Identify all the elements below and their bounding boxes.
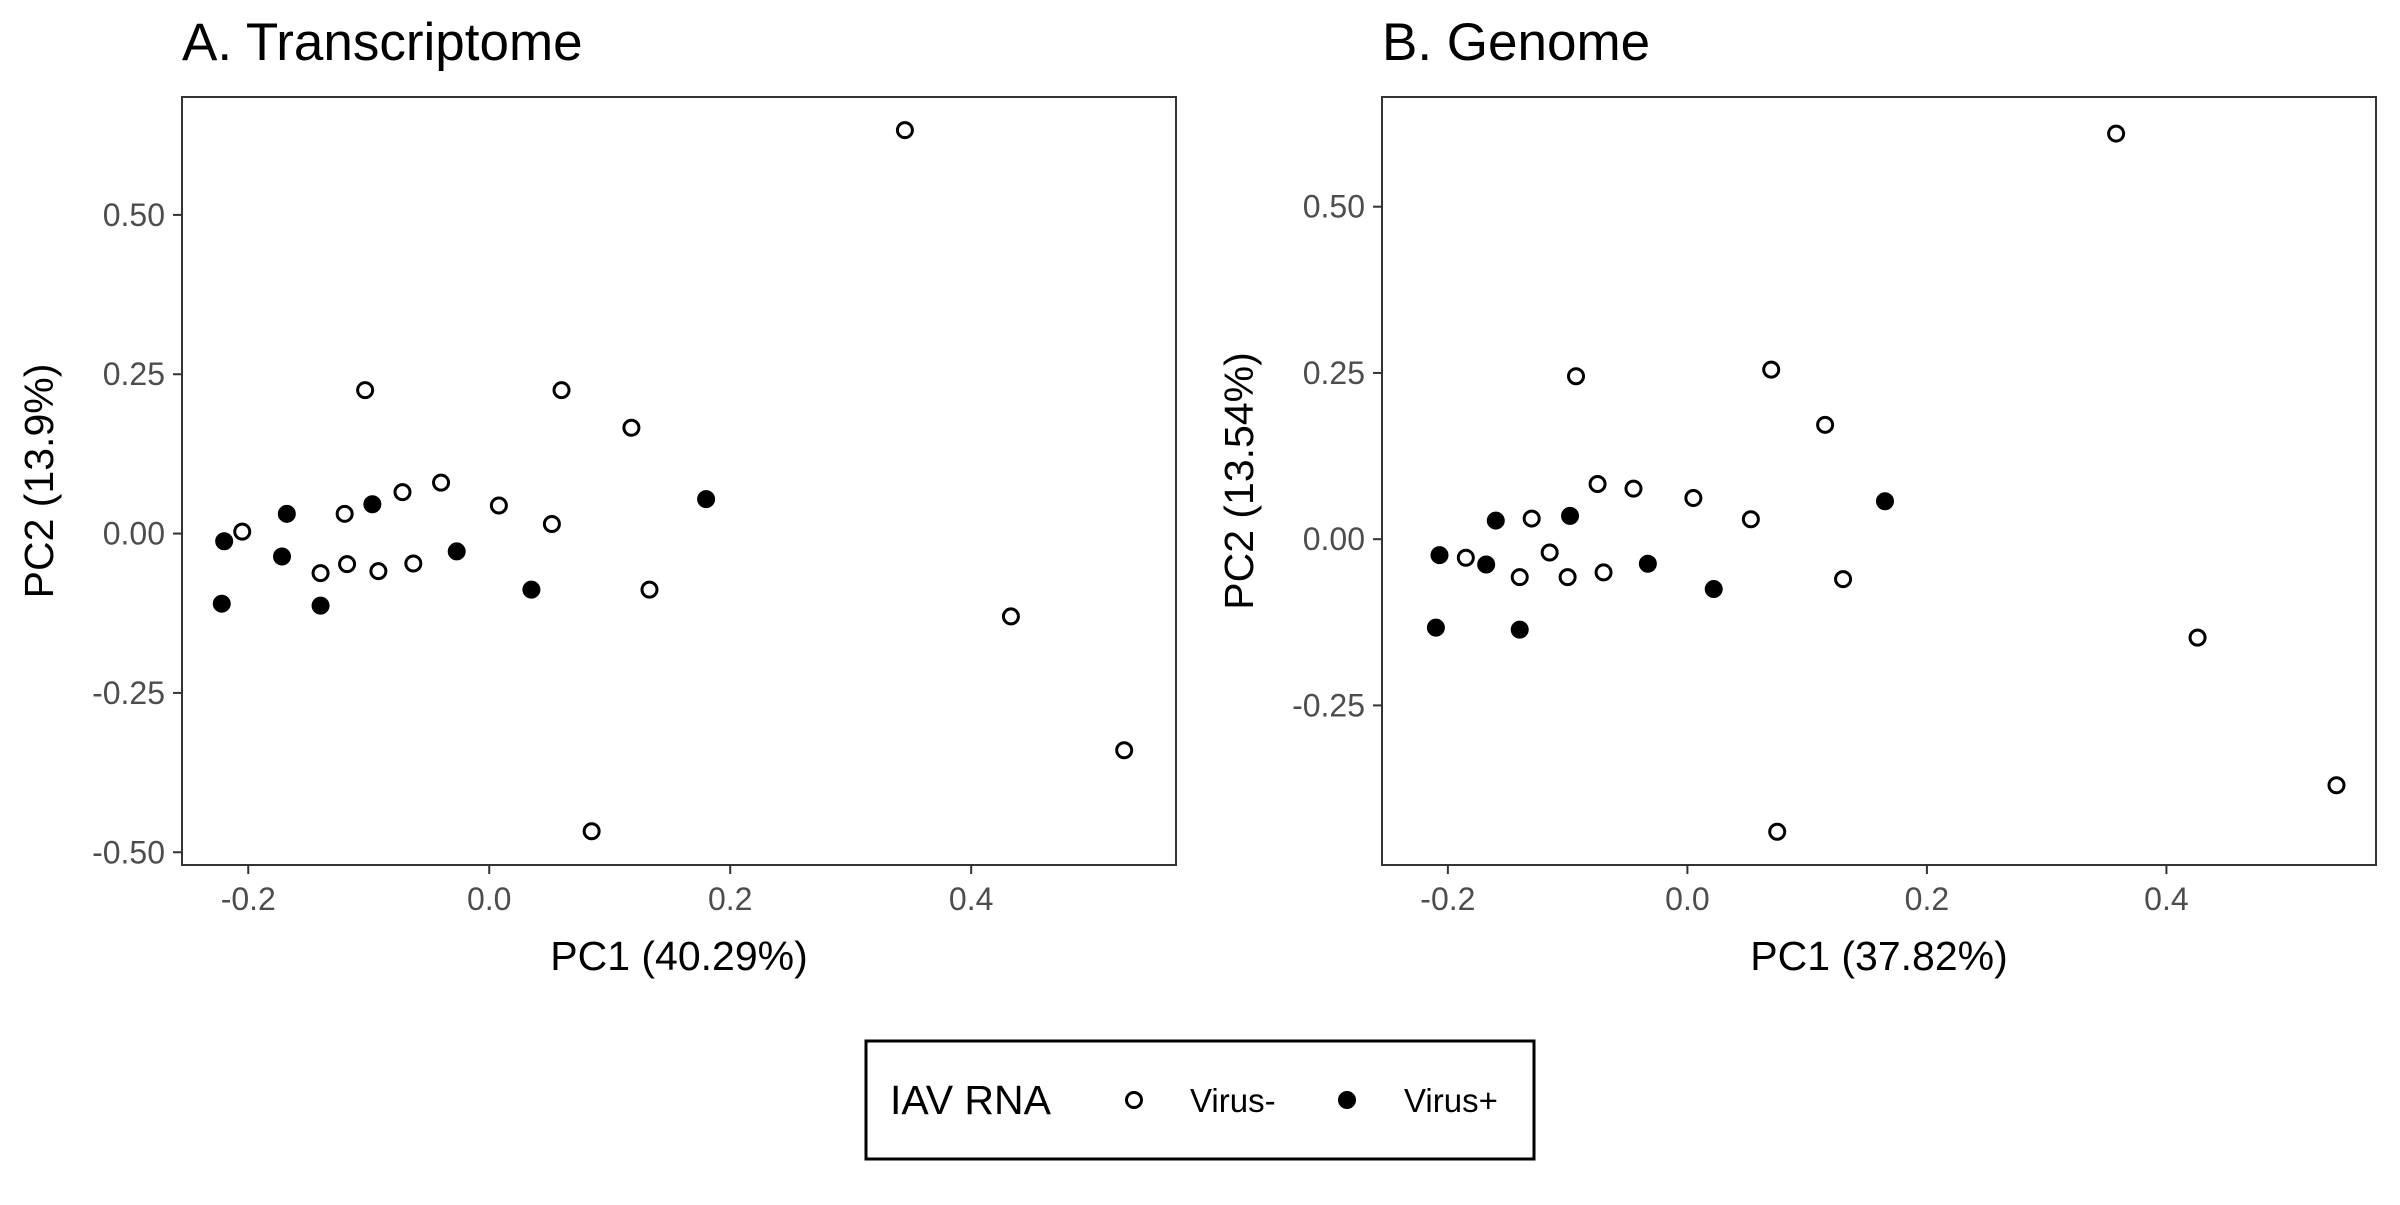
data-point-virus-positive xyxy=(1561,506,1580,525)
y-tick-label: 0.00 xyxy=(103,516,165,552)
x-axis-title: PC1 (40.29%) xyxy=(550,933,808,979)
data-point-virus-negative xyxy=(335,504,354,523)
data-point-virus-positive xyxy=(311,596,330,615)
data-point-virus-positive xyxy=(1477,555,1496,574)
panel-title: A. Transcriptome xyxy=(182,13,583,72)
panel-transcriptome: A. Transcriptome PC1 (40.29%) PC2 (13.9%… xyxy=(16,13,1177,979)
data-point-virus-negative xyxy=(1567,367,1586,386)
data-point-virus-positive xyxy=(1486,511,1505,530)
x-tick-label: -0.2 xyxy=(1420,881,1475,917)
legend-key-virus-positive xyxy=(1338,1091,1356,1109)
data-point-virus-negative xyxy=(432,473,451,492)
x-tick-label: 0.2 xyxy=(1905,881,1949,917)
y-tick-label: 0.25 xyxy=(103,356,165,392)
y-tick-label: 0.50 xyxy=(103,197,165,233)
y-tick-label: -0.25 xyxy=(92,675,165,711)
data-point-virus-negative xyxy=(552,381,571,400)
data-point-virus-negative xyxy=(1594,563,1613,582)
data-point-virus-positive xyxy=(1430,546,1449,565)
data-point-virus-negative xyxy=(1456,548,1475,567)
x-axis-title: PC1 (37.82%) xyxy=(1750,933,2008,979)
data-point-virus-negative xyxy=(622,418,641,437)
data-point-virus-positive xyxy=(277,504,296,523)
y-tick-label: 0.25 xyxy=(1303,355,1365,391)
x-tick-label: 0.0 xyxy=(1665,881,1709,917)
data-point-virus-positive xyxy=(1426,618,1445,637)
data-point-virus-negative xyxy=(2188,628,2207,647)
panel-genome: B. Genome PC1 (37.82%) PC2 (13.54%) -0.2… xyxy=(1216,13,2377,979)
data-point-virus-positive xyxy=(697,490,716,509)
legend-key-virus-negative xyxy=(1125,1091,1143,1109)
data-point-virus-negative xyxy=(1588,474,1607,493)
data-point-virus-negative xyxy=(489,496,508,515)
data-point-virus-positive xyxy=(363,495,382,514)
data-points xyxy=(1426,124,2346,841)
x-tick-label: 0.4 xyxy=(949,881,993,917)
y-tick-label: 0.00 xyxy=(1303,521,1365,557)
legend-box xyxy=(864,1039,1536,1161)
y-ticks: 0.50 0.25 0.00 -0.25 -0.50 xyxy=(92,197,182,870)
y-tick-label: -0.25 xyxy=(1292,687,1365,723)
legend: IAV RNA Virus- Virus+ xyxy=(864,1039,1536,1161)
data-point-virus-negative xyxy=(1741,510,1760,529)
data-point-virus-negative xyxy=(542,515,561,534)
y-tick-label: -0.50 xyxy=(92,834,165,870)
data-point-virus-negative xyxy=(393,483,412,502)
data-point-virus-negative xyxy=(233,522,252,541)
data-point-virus-negative xyxy=(640,580,659,599)
x-tick-label: 0.4 xyxy=(2144,881,2188,917)
data-point-virus-positive xyxy=(212,594,231,613)
data-point-virus-negative xyxy=(1540,543,1559,562)
data-point-virus-negative xyxy=(1510,568,1529,587)
data-point-virus-positive xyxy=(1875,492,1894,511)
y-axis-title: PC2 (13.54%) xyxy=(1216,352,1262,610)
plot-panel-border xyxy=(1381,96,2377,866)
data-point-virus-negative xyxy=(895,121,914,140)
data-point-virus-negative xyxy=(582,822,601,841)
data-point-virus-negative xyxy=(311,564,330,583)
data-point-virus-negative xyxy=(2107,124,2126,143)
legend-label-virus-positive: Virus+ xyxy=(1404,1082,1498,1119)
data-point-virus-negative xyxy=(1816,415,1835,434)
data-point-virus-negative xyxy=(1522,509,1541,528)
data-point-virus-negative xyxy=(2327,776,2346,795)
x-ticks: -0.2 0.0 0.2 0.4 xyxy=(1420,865,2189,917)
data-point-virus-positive xyxy=(273,547,292,566)
data-point-virus-negative xyxy=(338,555,357,574)
x-tick-label: 0.0 xyxy=(467,881,511,917)
legend-label-virus-negative: Virus- xyxy=(1190,1082,1276,1119)
data-point-virus-negative xyxy=(1834,570,1853,589)
plot-panel-border xyxy=(181,96,1177,866)
data-point-virus-negative xyxy=(1762,360,1781,379)
y-ticks: 0.50 0.25 0.00 -0.25 xyxy=(1292,189,1382,723)
x-tick-label: -0.2 xyxy=(221,881,276,917)
data-point-virus-positive xyxy=(1638,554,1657,573)
y-tick-label: 0.50 xyxy=(1303,189,1365,225)
data-points xyxy=(212,121,1134,841)
data-point-virus-negative xyxy=(1624,479,1643,498)
data-point-virus-positive xyxy=(522,580,541,599)
data-point-virus-negative xyxy=(1115,741,1134,760)
data-point-virus-negative xyxy=(404,554,423,573)
x-ticks: -0.2 0.0 0.2 0.4 xyxy=(221,865,993,917)
x-tick-label: 0.2 xyxy=(708,881,752,917)
y-axis-title: PC2 (13.9%) xyxy=(16,364,62,599)
data-point-virus-negative xyxy=(1768,822,1787,841)
data-point-virus-negative xyxy=(1684,488,1703,507)
data-point-virus-negative xyxy=(369,562,388,581)
data-point-virus-positive xyxy=(447,542,466,561)
legend-title: IAV RNA xyxy=(890,1077,1052,1123)
data-point-virus-negative xyxy=(1558,568,1577,587)
data-point-virus-negative xyxy=(356,381,375,400)
data-point-virus-positive xyxy=(1510,620,1529,639)
data-point-virus-positive xyxy=(1704,580,1723,599)
panel-title: B. Genome xyxy=(1382,13,1650,72)
data-point-virus-positive xyxy=(215,532,234,551)
data-point-virus-negative xyxy=(1001,607,1020,626)
